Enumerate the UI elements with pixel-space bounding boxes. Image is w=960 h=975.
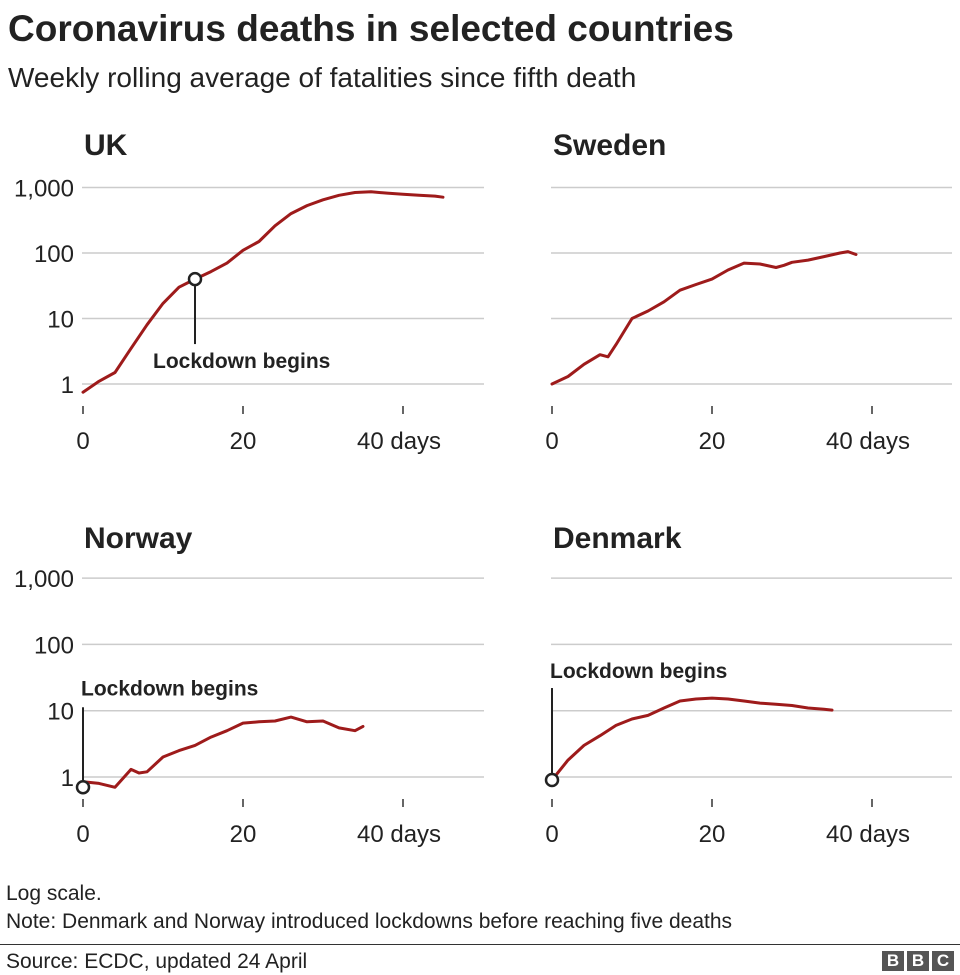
series-line <box>81 190 445 394</box>
x-tick-label: 40 days <box>826 428 910 455</box>
x-tick-label: 40 days <box>826 821 910 848</box>
x-tick-label: 20 <box>699 821 726 848</box>
x-tick-label: 0 <box>545 821 558 848</box>
series-line <box>81 715 365 789</box>
chart-subtitle: Weekly rolling average of fatalities sin… <box>8 62 637 93</box>
annotation-label: Lockdown begins <box>153 350 330 373</box>
y-tick-label: 10 <box>47 307 74 334</box>
x-tick-label: 20 <box>230 821 257 848</box>
y-tick-label: 100 <box>34 632 74 659</box>
logo-letter: C <box>932 951 954 971</box>
x-tick-label: 20 <box>699 428 726 455</box>
x-tick-label: 40 days <box>357 428 441 455</box>
y-tick-label: 100 <box>34 241 74 268</box>
panel-title: Norway <box>84 522 193 555</box>
series-line <box>550 250 858 386</box>
chart-title: Coronavirus deaths in selected countries <box>8 8 734 49</box>
footer-divider <box>0 944 960 945</box>
x-tick-label: 40 days <box>357 821 441 848</box>
log-scale-note: Log scale. <box>6 882 102 905</box>
lockdown-note: Note: Denmark and Norway introduced lock… <box>6 910 733 933</box>
annotation-marker <box>187 271 203 287</box>
y-tick-label: 10 <box>47 699 74 726</box>
x-tick-label: 20 <box>230 428 257 455</box>
y-tick-label: 1,000 <box>14 176 74 203</box>
logo-letter: B <box>882 951 904 971</box>
y-tick-label: 1,000 <box>14 566 74 593</box>
x-tick-label: 0 <box>545 428 558 455</box>
y-tick-label: 1 <box>61 372 74 399</box>
bbc-logo: B B C <box>882 951 954 971</box>
panel-title: Denmark <box>553 522 682 555</box>
panel-title: UK <box>84 129 128 162</box>
x-tick-label: 0 <box>76 821 89 848</box>
annotation-label: Lockdown begins <box>550 660 727 683</box>
logo-letter: B <box>907 951 929 971</box>
y-tick-label: 1 <box>61 765 74 792</box>
panel-title: Sweden <box>553 129 666 162</box>
annotation-marker <box>544 772 560 788</box>
source-text: Source: ECDC, updated 24 April <box>6 950 308 973</box>
series-line <box>550 696 834 782</box>
annotation-label: Lockdown begins <box>81 677 258 700</box>
x-tick-label: 0 <box>76 428 89 455</box>
annotation-marker <box>75 780 91 795</box>
